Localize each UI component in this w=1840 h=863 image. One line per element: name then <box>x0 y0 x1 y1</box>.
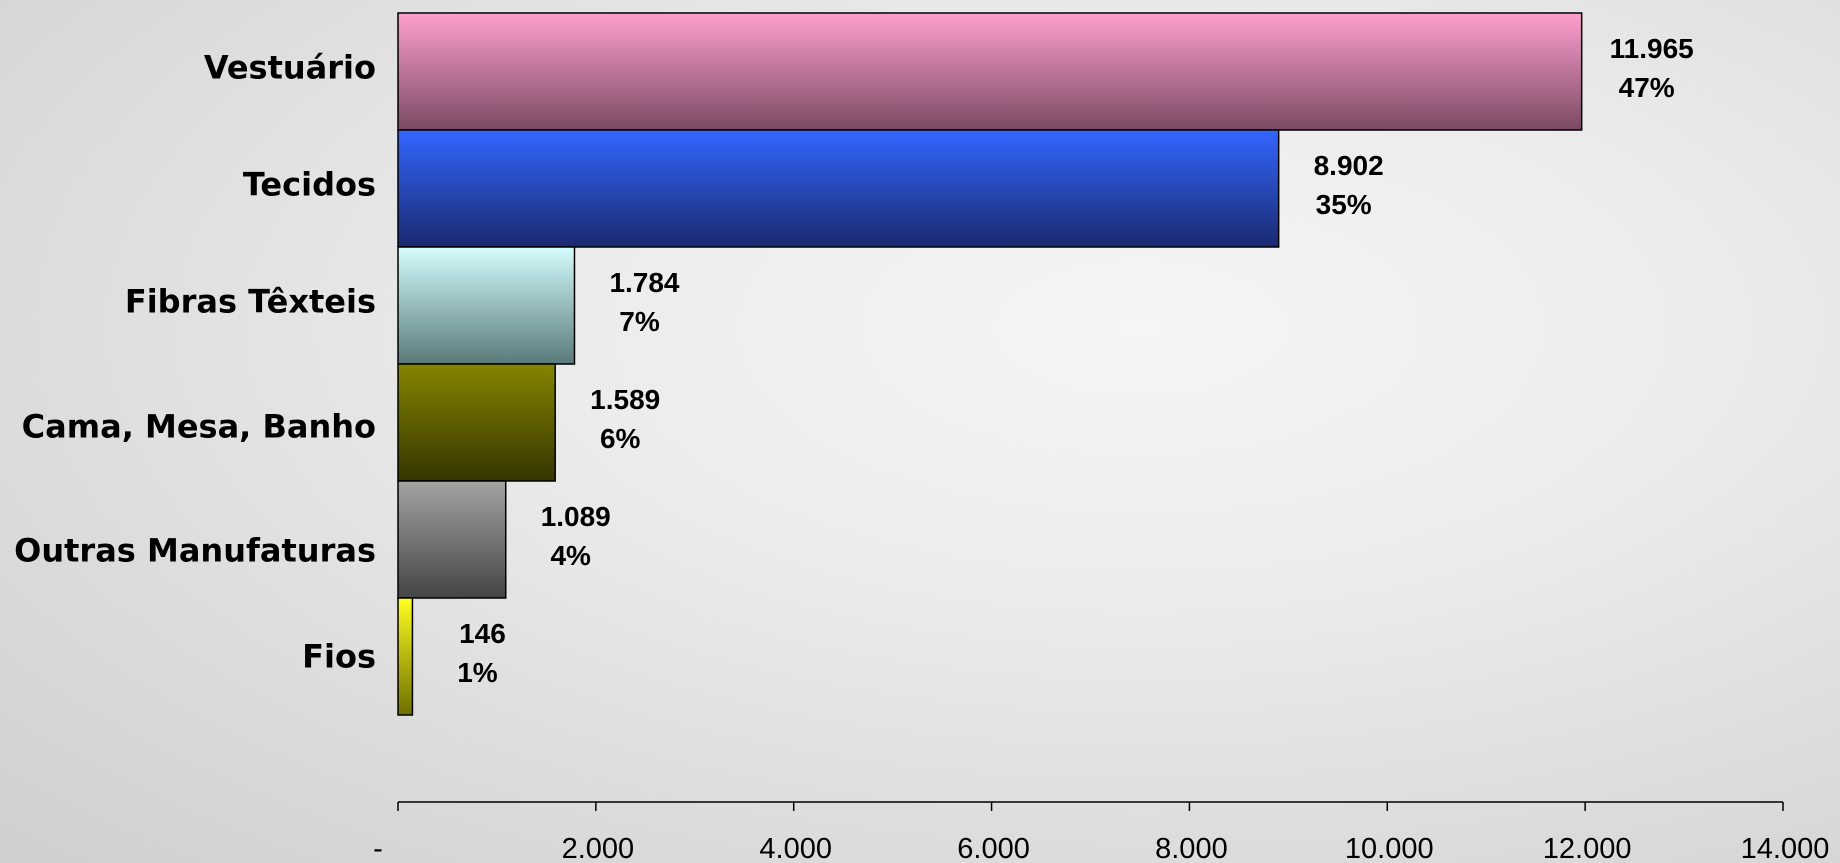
category-label: Tecidos <box>243 166 376 204</box>
value-label: 1.089 <box>541 501 611 532</box>
value-label: 11.965 <box>1610 33 1694 64</box>
category-label: Fibras Têxteis <box>125 283 376 321</box>
bars-group <box>397 12 1583 716</box>
category-label: Outras Manufaturas <box>14 532 376 570</box>
percent-label: 1% <box>457 657 498 688</box>
bar-fibras-t-xteis <box>397 246 576 365</box>
x-axis: - 2.000 4.000 6.000 8.000 10.000 12.000 14.000 <box>373 801 1830 863</box>
value-label: 146 <box>459 618 506 649</box>
category-labels-group: Vestuário Tecidos Fibras Têxteis Cama, Mesa… <box>14 49 376 676</box>
value-label: 1.784 <box>609 267 679 298</box>
x-tick-label: 14.000 <box>1741 833 1830 863</box>
category-label: Vestuário <box>204 49 376 87</box>
bar-outras-manufaturas <box>397 480 507 599</box>
bar-vestu-rio <box>397 12 1583 131</box>
x-tick-label: 4.000 <box>759 833 832 863</box>
value-label: 1.589 <box>590 384 660 415</box>
x-tick-label: 2.000 <box>562 833 635 863</box>
bar-tecidos <box>397 129 1280 248</box>
x-tick-label: - <box>373 833 383 863</box>
x-tick-label: 8.000 <box>1155 833 1228 863</box>
category-label: Cama, Mesa, Banho <box>22 408 376 446</box>
percent-label: 7% <box>619 306 660 337</box>
x-tick-label: 12.000 <box>1543 833 1632 863</box>
bar-cama-mesa-banho <box>397 363 556 482</box>
percent-label: 47% <box>1619 72 1675 103</box>
x-tick-label: 10.000 <box>1345 833 1434 863</box>
value-labels-group: 11.965 47% 8.902 35% 1.784 7% 1.589 6% 1.089 4% 14… <box>457 33 1694 688</box>
category-label: Fios <box>302 638 376 676</box>
x-tick-label: 6.000 <box>957 833 1030 863</box>
value-label: 8.902 <box>1314 150 1384 181</box>
percent-label: 4% <box>550 540 591 571</box>
percent-label: 35% <box>1316 189 1372 220</box>
bar-fios <box>397 597 414 716</box>
percent-label: 6% <box>600 423 641 454</box>
